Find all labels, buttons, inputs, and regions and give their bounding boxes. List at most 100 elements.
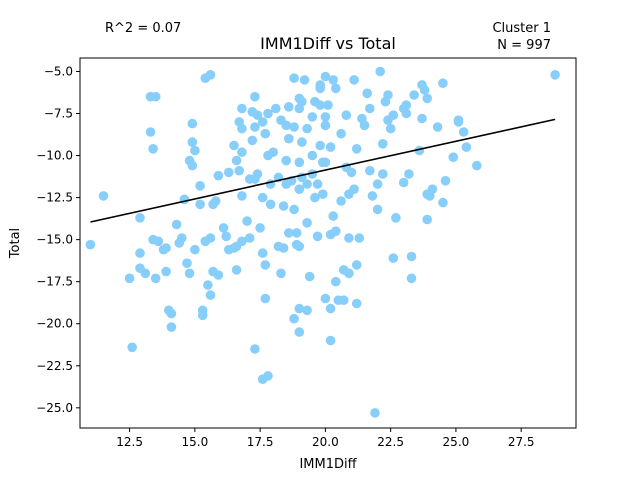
data-point (315, 100, 326, 110)
data-point (148, 144, 158, 154)
data-point (135, 213, 145, 223)
data-point (354, 233, 365, 243)
data-point (291, 228, 302, 238)
data-point (252, 110, 263, 120)
data-point (271, 103, 281, 114)
data-point (294, 241, 305, 252)
data-point (237, 103, 247, 114)
data-point (237, 147, 247, 157)
data-point (187, 118, 198, 129)
x-axis-ticks: 12.5 15.0 17.5 20.0 22.5 25.0 27.5 (116, 428, 535, 449)
data-point (153, 236, 164, 247)
data-point (190, 244, 200, 255)
data-point (367, 191, 378, 201)
data-point (336, 128, 346, 139)
points-layer (85, 66, 560, 418)
data-point (453, 117, 464, 127)
data-point (231, 155, 242, 166)
data-point (320, 112, 331, 122)
data-point (320, 71, 331, 82)
data-point (284, 133, 294, 144)
data-point (276, 268, 286, 279)
data-point (166, 322, 177, 332)
data-point (325, 335, 336, 346)
data-point (297, 137, 307, 147)
data-point (458, 127, 469, 137)
data-point (257, 248, 268, 258)
data-point (281, 120, 292, 131)
data-point (323, 100, 333, 110)
x-tick-label: 22.5 (377, 435, 404, 449)
data-point (218, 223, 229, 233)
data-point (349, 75, 359, 85)
data-point (338, 295, 349, 306)
data-point (244, 233, 255, 243)
y-axis-label: Total (8, 228, 23, 259)
data-point (182, 258, 192, 269)
data-point (242, 216, 252, 226)
data-point (260, 293, 271, 304)
data-point (331, 276, 341, 287)
data-point (221, 231, 231, 242)
data-point (85, 239, 96, 250)
data-point (203, 280, 213, 290)
data-point (438, 197, 448, 208)
data-point (372, 204, 383, 215)
trend-line (90, 118, 556, 223)
data-point (294, 303, 305, 314)
data-point (237, 123, 247, 134)
data-point (325, 303, 336, 314)
data-point (404, 169, 414, 179)
data-point (331, 83, 341, 94)
data-point (448, 152, 459, 162)
data-point (388, 110, 399, 120)
data-point (171, 219, 182, 230)
data-point (344, 268, 354, 279)
data-point (278, 243, 289, 253)
x-tick-label: 20.0 (312, 435, 339, 449)
x-tick-label: 25.0 (443, 435, 470, 449)
data-point (401, 100, 412, 110)
data-point (378, 139, 388, 149)
data-point (310, 192, 320, 203)
data-point (278, 201, 289, 211)
data-point (195, 181, 205, 191)
data-point (257, 192, 268, 203)
data-point (252, 169, 263, 179)
r-squared-annotation: R^2 = 0.07 (105, 21, 181, 36)
y-tick-label: −10.0 (36, 149, 73, 163)
data-point (422, 214, 433, 225)
data-point (346, 167, 357, 178)
data-point (213, 270, 224, 280)
data-point (284, 102, 294, 112)
data-point (224, 167, 234, 178)
data-point (98, 191, 109, 201)
data-point (320, 120, 331, 131)
data-point (365, 165, 375, 176)
cluster-annotation: Cluster 1 (492, 21, 551, 36)
data-point (385, 123, 396, 134)
y-tick-label: −17.5 (36, 275, 73, 289)
data-point (320, 293, 331, 304)
data-point (297, 96, 307, 107)
data-point (351, 144, 362, 154)
y-tick-label: −25.0 (36, 401, 73, 415)
data-point (417, 113, 427, 124)
x-tick-label: 15.0 (182, 435, 209, 449)
data-point (315, 80, 326, 90)
data-point (318, 189, 328, 199)
x-axis-label: IMM1Diff (299, 457, 357, 472)
data-point (255, 223, 265, 233)
y-tick-label: −22.5 (36, 359, 73, 373)
data-point (247, 135, 258, 146)
x-tick-label: 12.5 (116, 435, 143, 449)
data-point (289, 313, 299, 324)
data-point (289, 122, 299, 132)
data-point (195, 199, 205, 210)
data-point (388, 253, 399, 263)
data-point (237, 236, 247, 247)
data-point (312, 179, 323, 189)
data-point (427, 184, 438, 194)
data-point (302, 179, 312, 189)
data-point (375, 66, 386, 77)
